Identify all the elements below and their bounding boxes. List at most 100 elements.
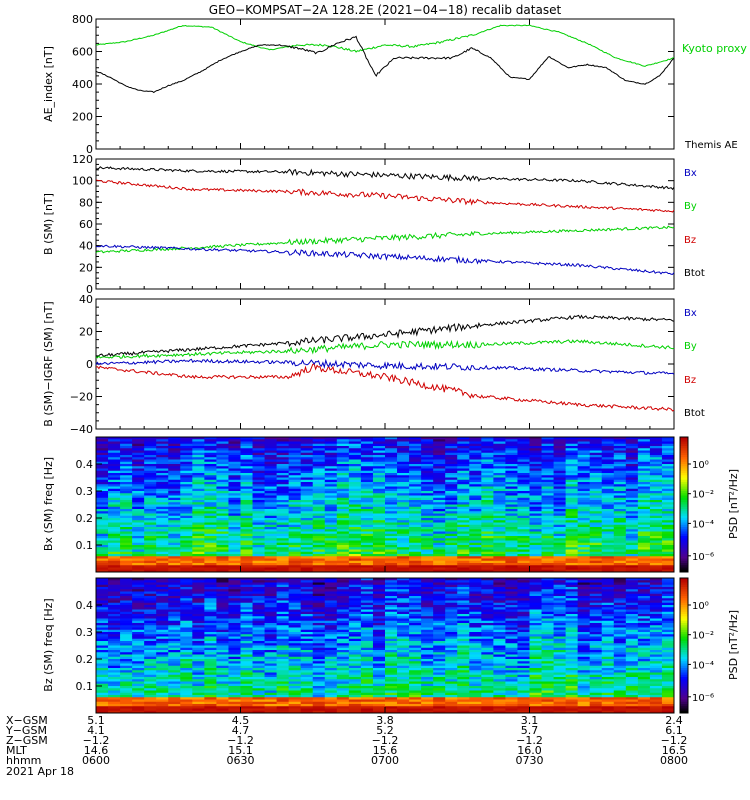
spectrogram-cell	[300, 459, 314, 463]
spectrogram-cell	[348, 679, 362, 682]
spectrogram-cell	[625, 448, 639, 451]
spectrogram-cell	[517, 511, 530, 514]
spectrogram-cell	[252, 634, 266, 637]
spectrogram-cell	[300, 650, 314, 653]
spectrogram-cell	[637, 567, 651, 571]
spectrogram-cell	[661, 511, 675, 514]
spectrogram-cell	[300, 616, 314, 619]
spectrogram-cell	[216, 697, 229, 700]
spectrogram-cell	[553, 545, 567, 548]
spectrogram-cell	[216, 464, 229, 467]
spectrogram-cell	[601, 497, 615, 501]
spectrogram-cell	[108, 670, 121, 673]
spectrogram-cell	[180, 536, 193, 539]
spectrogram-cell	[601, 545, 615, 548]
spectrogram-cell	[409, 547, 422, 550]
spectrogram-cell	[108, 589, 121, 592]
spectrogram-cell	[661, 506, 675, 510]
spectrogram-cell	[397, 452, 410, 456]
spectrogram-cell	[144, 563, 157, 566]
spectrogram-cell	[445, 668, 458, 671]
spectrogram-cell	[300, 556, 314, 559]
spectrogram-cell	[252, 531, 266, 535]
spectrogram-cell	[324, 668, 338, 671]
spectrogram-cell	[240, 466, 254, 469]
spectrogram-cell	[204, 695, 217, 698]
spectrogram-cell	[108, 513, 121, 517]
spectrogram-cell	[204, 632, 217, 635]
spectrogram-cell	[276, 697, 290, 700]
spectrogram-cell	[228, 448, 241, 451]
spectrogram-cell	[457, 513, 470, 517]
spectrogram-cell	[372, 611, 386, 615]
spectrogram-cell	[433, 477, 446, 481]
spectrogram-cell	[601, 468, 615, 472]
spectrogram-cell	[601, 493, 615, 496]
spectrogram-cell	[372, 647, 386, 651]
spectrogram-cell	[601, 515, 615, 519]
spectrogram-cell	[300, 656, 314, 660]
spectrogram-cell	[589, 461, 603, 465]
spectrogram-cell	[228, 569, 241, 573]
spectrogram-cell	[348, 551, 362, 555]
spectrogram-cell	[409, 536, 422, 539]
colorbar-swatch	[680, 491, 688, 494]
spectrogram-cell	[204, 536, 217, 539]
spectrogram-cell	[204, 527, 217, 530]
spectrogram-cell	[385, 511, 398, 514]
spectrogram-cell	[132, 652, 145, 655]
spectrogram-cell	[529, 549, 543, 553]
spectrogram-cell	[541, 448, 555, 451]
spectrogram-cell	[300, 482, 314, 485]
spectrogram-cell	[348, 455, 362, 458]
spectrogram-cell	[96, 522, 109, 526]
spectrogram-cell	[433, 540, 446, 544]
spectrogram-cell	[445, 491, 458, 494]
spectrogram-cell	[348, 513, 362, 517]
spectrogram-cell	[240, 497, 254, 501]
spectrogram-cell	[577, 554, 591, 557]
spectrogram-cell	[240, 706, 254, 709]
spectrogram-cell	[204, 670, 217, 673]
spectrogram-cell	[385, 587, 398, 590]
spectrogram-cell	[276, 466, 290, 469]
spectrogram-cell	[661, 482, 675, 485]
spectrogram-cell	[433, 636, 446, 640]
spectrogram-cell	[264, 704, 278, 707]
spectrogram-cell	[409, 695, 422, 698]
spectrogram-cell	[517, 515, 530, 519]
spectrogram-cell	[144, 643, 157, 646]
spectrogram-cell	[541, 466, 555, 469]
spectrogram-cell	[433, 672, 446, 676]
spectrogram-cell	[252, 560, 266, 564]
spectrogram-cell	[168, 477, 181, 481]
spectrogram-cell	[601, 475, 615, 478]
spectrogram-cell	[120, 647, 133, 651]
spectrogram-cell	[637, 497, 651, 501]
spectrogram-cell	[577, 560, 591, 564]
spectrogram-cell	[240, 638, 254, 642]
spectrogram-cell	[541, 479, 555, 483]
spectrogram-cell	[204, 484, 217, 487]
spectrogram-cell	[216, 448, 229, 451]
spectrogram-cell	[397, 529, 410, 532]
spectrogram-cell	[360, 527, 374, 530]
spectrogram-cell	[336, 625, 350, 628]
spectrogram-cell	[312, 600, 326, 604]
spectrogram-cell	[336, 529, 350, 532]
spectrogram-cell	[204, 591, 217, 595]
spectrogram-cell	[493, 542, 506, 546]
spectrogram-cell	[589, 448, 603, 451]
spectrogram-cell	[553, 452, 567, 456]
spectrogram-cell	[156, 591, 169, 595]
spectrogram-cell	[336, 654, 350, 658]
spectrogram-cell	[300, 486, 314, 490]
spectrogram-cell	[240, 670, 254, 673]
spectrogram-cell	[132, 466, 145, 469]
spectrogram-cell	[240, 587, 254, 590]
spectrogram-cell	[324, 482, 338, 485]
spectrogram-cell	[108, 681, 121, 685]
spectrogram-cell	[228, 459, 241, 463]
spectrogram-cell	[336, 569, 350, 573]
spectrogram-cell	[168, 450, 181, 454]
